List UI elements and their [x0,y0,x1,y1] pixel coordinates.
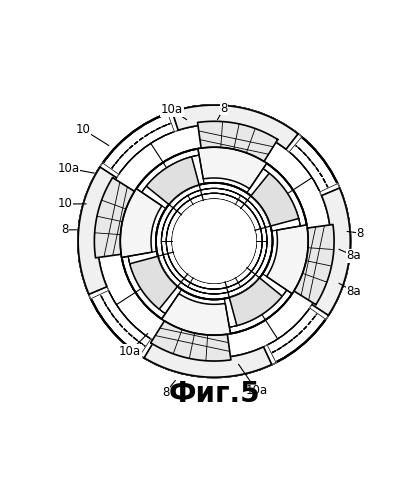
Text: 8a: 8a [346,249,361,262]
Text: 10a: 10a [245,384,268,396]
Text: 8: 8 [356,226,364,239]
Polygon shape [146,156,199,204]
Circle shape [78,105,350,377]
Polygon shape [144,341,272,377]
Polygon shape [120,188,162,258]
Polygon shape [251,173,299,226]
Polygon shape [100,163,119,178]
Polygon shape [78,167,117,294]
Polygon shape [229,278,282,326]
Text: 10a: 10a [57,162,79,175]
Polygon shape [310,304,328,319]
Text: 8: 8 [162,386,169,399]
Polygon shape [267,225,308,294]
Polygon shape [263,345,276,364]
Polygon shape [130,256,178,309]
Polygon shape [151,321,231,361]
Polygon shape [89,286,109,298]
Polygon shape [312,188,350,316]
Polygon shape [168,112,178,132]
Text: 10a: 10a [119,345,141,358]
Polygon shape [294,224,334,304]
Polygon shape [320,184,339,196]
Text: 10: 10 [76,123,90,136]
Polygon shape [198,122,278,162]
Polygon shape [140,339,154,358]
Text: 8: 8 [220,102,228,115]
Text: 8a: 8a [346,285,361,298]
Text: 10a: 10a [161,104,183,117]
Text: Фиг.5: Фиг.5 [168,380,260,408]
Text: 8: 8 [61,224,69,236]
Polygon shape [198,147,267,189]
Text: 10: 10 [58,198,73,210]
Circle shape [173,200,256,282]
Polygon shape [172,105,298,150]
Polygon shape [286,134,302,152]
Polygon shape [94,178,135,258]
Polygon shape [162,294,231,335]
